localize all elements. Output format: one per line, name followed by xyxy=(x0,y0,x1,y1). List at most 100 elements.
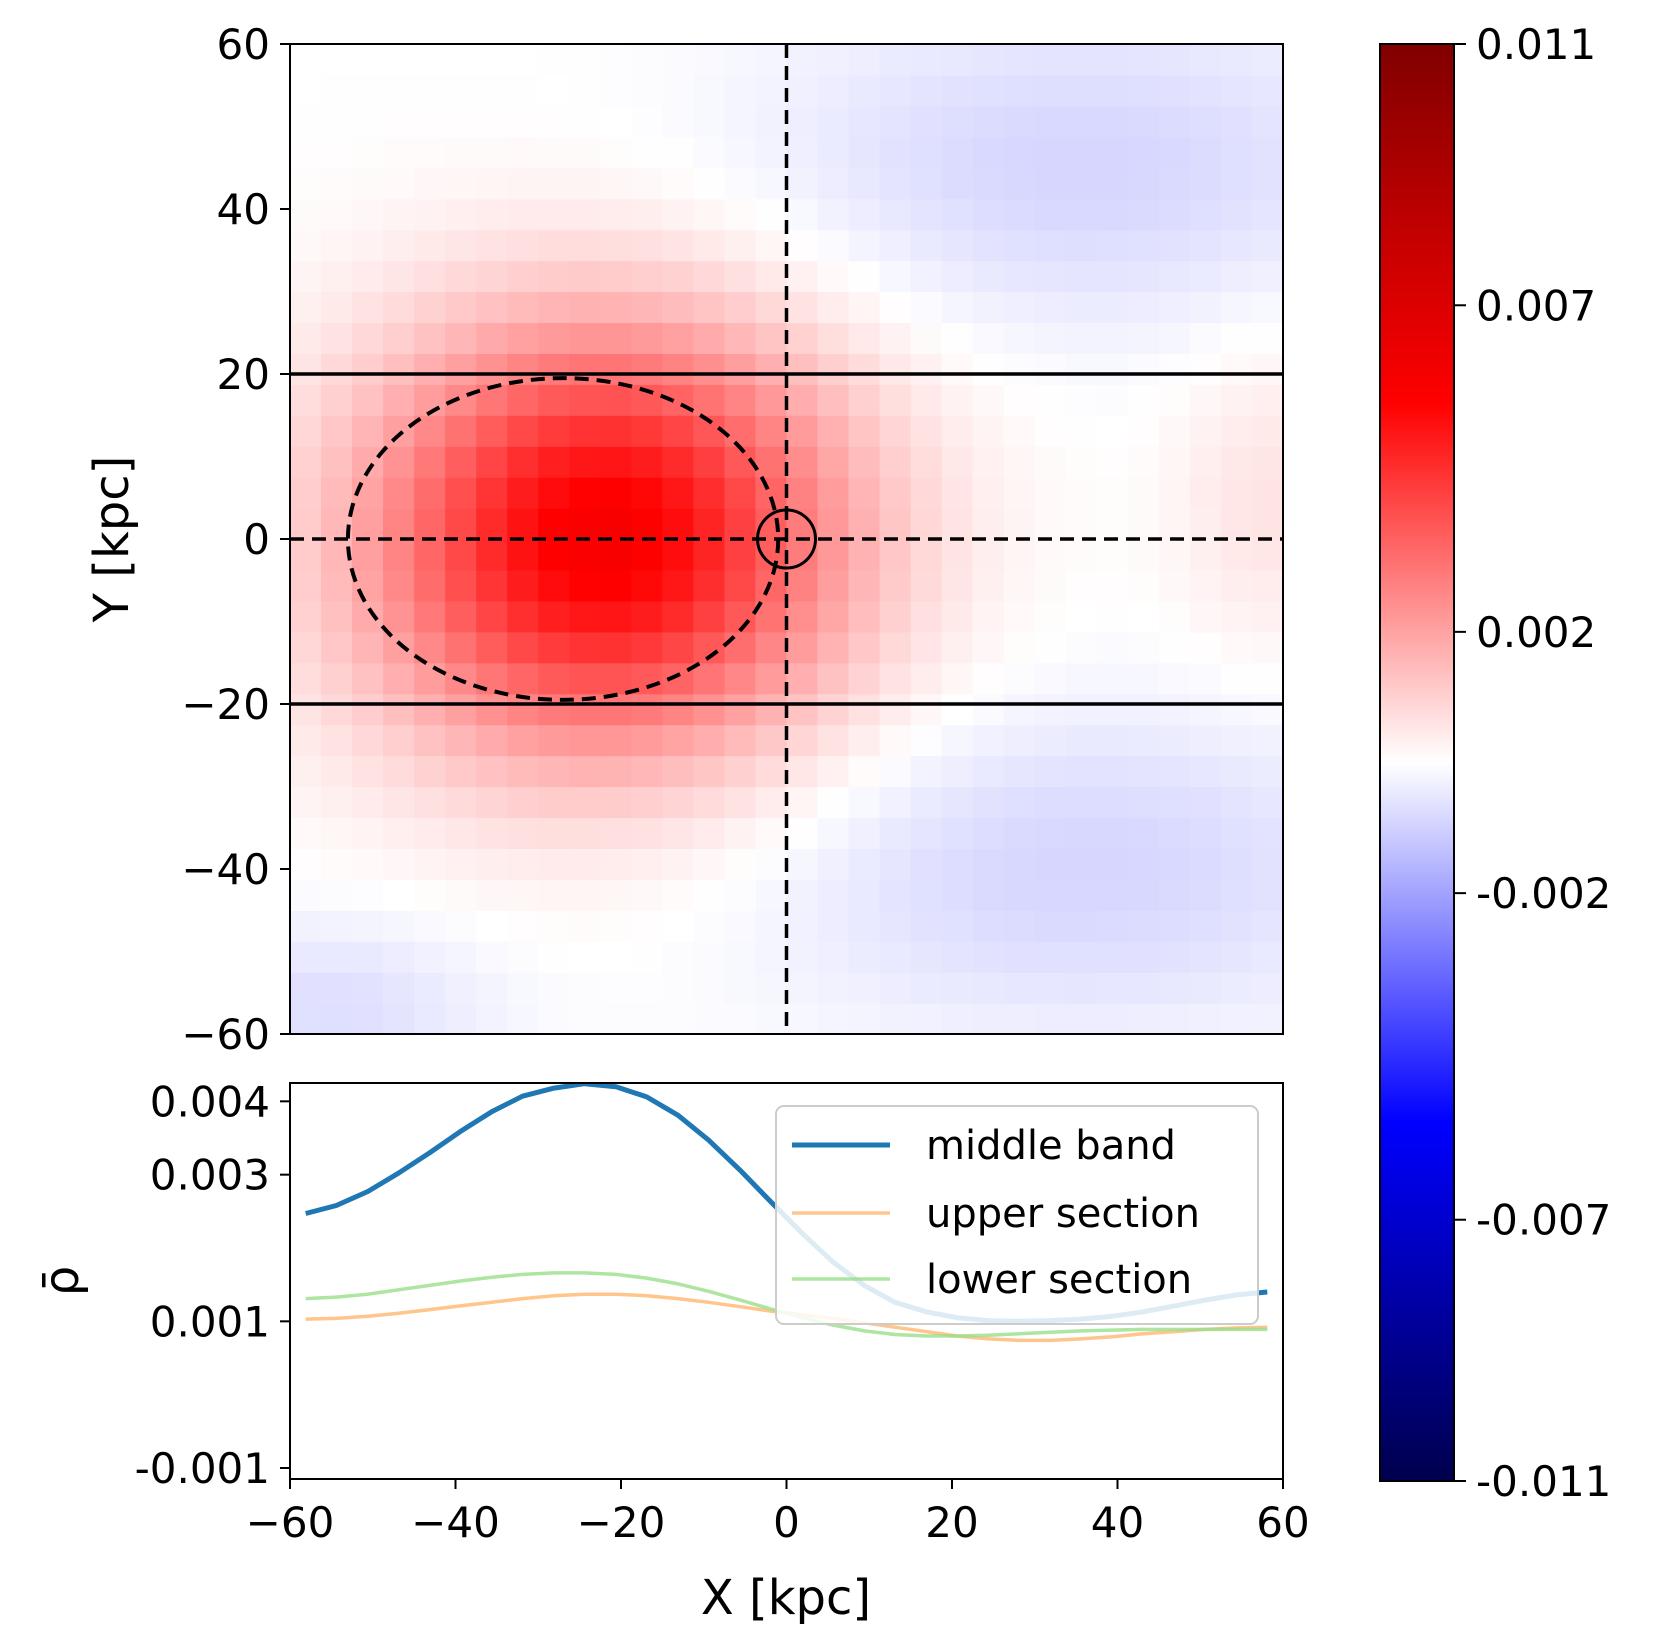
heatmap-cell xyxy=(879,724,912,757)
heatmap-cell xyxy=(817,910,850,942)
heatmap-cell xyxy=(879,972,912,1004)
heatmap-cell xyxy=(755,167,788,200)
heatmap-cell xyxy=(290,105,322,138)
heatmap-cell xyxy=(1065,136,1098,169)
heatmap-cell xyxy=(321,260,353,293)
heatmap-cell xyxy=(1251,724,1283,757)
heatmap-cell xyxy=(1158,910,1191,942)
heatmap-cell xyxy=(786,879,819,911)
line-x-tick-label: −40 xyxy=(411,1498,500,1547)
heatmap-cell xyxy=(879,167,912,200)
line-x-tick-label: 40 xyxy=(1091,1498,1144,1547)
heatmap-cell xyxy=(848,879,881,911)
heatmap-cell xyxy=(445,446,477,478)
heatmap-cell xyxy=(321,1003,353,1034)
heatmap-cell xyxy=(476,569,508,602)
heatmap-cell xyxy=(383,1003,415,1034)
heatmap-y-tick-label: 0 xyxy=(243,515,270,564)
heatmap-cell xyxy=(1251,229,1283,262)
heatmap-cell xyxy=(693,229,726,262)
heatmap-cell xyxy=(1189,167,1222,200)
heatmap-cell xyxy=(445,631,477,664)
heatmap-cell xyxy=(755,539,788,571)
heatmap-cell xyxy=(1096,539,1129,571)
heatmap-cell xyxy=(1158,229,1191,262)
heatmap-cell xyxy=(290,631,322,664)
heatmap-cell xyxy=(1189,446,1222,478)
heatmap-cell xyxy=(569,136,601,169)
heatmap-cell xyxy=(352,662,384,695)
heatmap-cell xyxy=(1096,569,1129,602)
heatmap-cell xyxy=(972,167,1005,200)
heatmap-cell xyxy=(569,600,601,633)
heatmap-cell xyxy=(786,136,819,169)
heatmap-cell xyxy=(569,972,601,1004)
heatmap-cell xyxy=(724,105,757,138)
heatmap-cell xyxy=(1251,693,1283,726)
heatmap-cell xyxy=(910,384,943,416)
colorbar-ticks: 0.011 0.007 0.002 -0.002 -0.007 -0.011 xyxy=(1454,20,1611,1506)
heatmap-cell xyxy=(476,910,508,942)
heatmap-cell xyxy=(786,631,819,664)
heatmap-cell xyxy=(1003,198,1036,231)
heatmap-cell xyxy=(352,415,384,447)
heatmap-cell xyxy=(910,817,943,849)
heatmap-cell xyxy=(941,600,974,633)
heatmap-cell xyxy=(538,44,570,76)
heatmap-cell xyxy=(1096,322,1129,354)
heatmap-cell xyxy=(786,724,819,757)
heatmap-cell xyxy=(1158,1003,1191,1034)
heatmap-cell xyxy=(1189,539,1222,571)
heatmap-cell xyxy=(445,105,477,138)
heatmap-cell xyxy=(1003,291,1036,324)
heatmap-cell xyxy=(941,198,974,231)
heatmap-cell xyxy=(879,817,912,849)
heatmap-cell xyxy=(1034,724,1067,757)
heatmap-cell xyxy=(1189,600,1222,633)
heatmap-cell xyxy=(1096,415,1129,447)
heatmap-cell xyxy=(879,74,912,107)
heatmap-cell xyxy=(941,384,974,416)
heatmap-cell xyxy=(786,539,819,571)
heatmap-cell xyxy=(848,508,881,540)
heatmap-cell xyxy=(1220,198,1253,231)
heatmap-cell xyxy=(941,631,974,664)
heatmap-cell xyxy=(290,600,322,633)
heatmap-cell xyxy=(352,291,384,324)
heatmap-cell xyxy=(445,879,477,911)
heatmap-cell xyxy=(817,105,850,138)
heatmap-cell xyxy=(507,1003,539,1034)
heatmap-cell xyxy=(972,693,1005,726)
heatmap-cell xyxy=(1189,569,1222,602)
heatmap-cell xyxy=(1251,848,1283,880)
heatmap-cell xyxy=(631,44,663,76)
heatmap-cell xyxy=(1220,508,1253,540)
heatmap-cell xyxy=(631,353,663,385)
heatmap-cell xyxy=(1096,786,1129,819)
heatmap-cell xyxy=(1003,260,1036,293)
heatmap-cell xyxy=(569,662,601,695)
heatmap-cell xyxy=(662,477,695,509)
heatmap-cell xyxy=(1096,446,1129,478)
heatmap-cell xyxy=(910,786,943,819)
heatmap-cell xyxy=(786,972,819,1004)
heatmap-cell xyxy=(383,848,415,880)
legend-label-lower-section: lower section xyxy=(926,1257,1192,1303)
heatmap-cell xyxy=(1034,508,1067,540)
heatmap-cell xyxy=(1158,724,1191,757)
heatmap-cell xyxy=(662,848,695,880)
heatmap-cell xyxy=(1034,136,1067,169)
heatmap-cell xyxy=(724,879,757,911)
heatmap-cell xyxy=(414,291,446,324)
heatmap-cell xyxy=(817,539,850,571)
heatmap-cell xyxy=(600,569,632,602)
heatmap-cell xyxy=(693,786,726,819)
heatmap-cell xyxy=(414,569,446,602)
heatmap-cell xyxy=(1096,260,1129,293)
heatmap-cell xyxy=(507,136,539,169)
heatmap-cell xyxy=(724,972,757,1004)
legend-label-middle-band: middle band xyxy=(926,1123,1176,1169)
heatmap-cell xyxy=(786,1003,819,1034)
heatmap-cell xyxy=(476,508,508,540)
heatmap-cell xyxy=(321,631,353,664)
